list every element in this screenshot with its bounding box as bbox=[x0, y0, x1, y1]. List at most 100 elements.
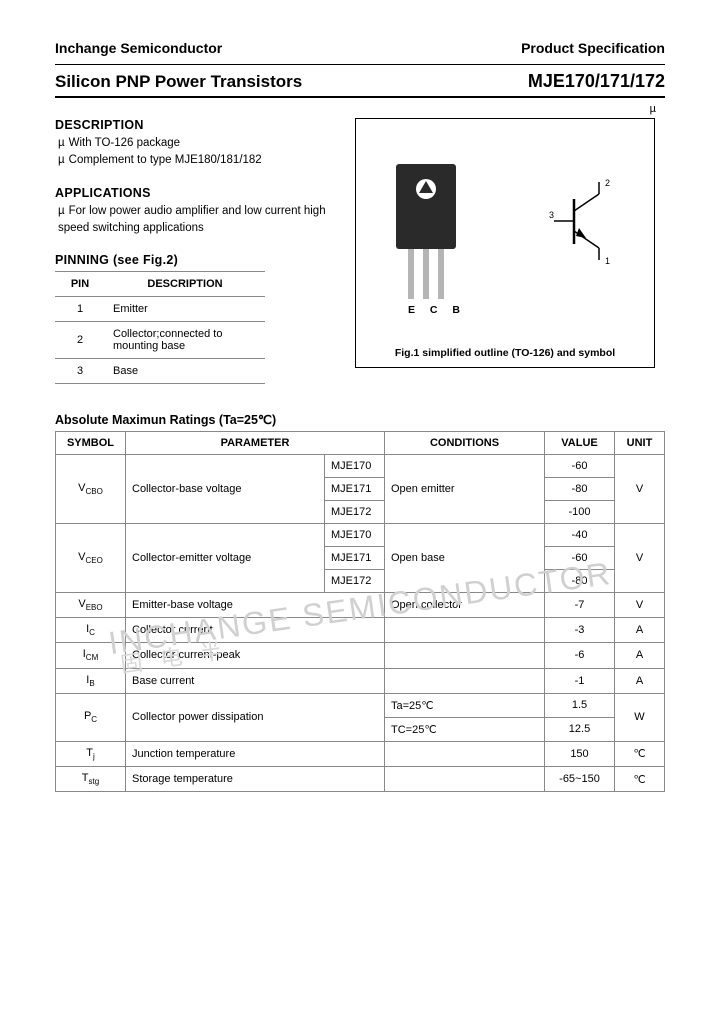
col-parameter: PARAMETER bbox=[126, 432, 385, 455]
sub-part: MJE171 bbox=[325, 478, 385, 501]
param-ib: Base current bbox=[126, 668, 385, 693]
cond-vcbo: Open emitter bbox=[385, 455, 545, 524]
desc-text-1: With TO-126 package bbox=[69, 137, 180, 149]
header-row: Inchange Semiconductor Product Specifica… bbox=[55, 40, 665, 56]
pin-num: 1 bbox=[55, 297, 105, 322]
table-row: VCBO Collector-base voltage MJE170 Open … bbox=[56, 455, 665, 478]
val: -7 bbox=[545, 593, 615, 618]
applications-heading: APPLICATIONS bbox=[55, 186, 335, 200]
app-line: µFor low power audio amplifier and low c… bbox=[58, 203, 335, 238]
val: -80 bbox=[545, 478, 615, 501]
sub-part: MJE171 bbox=[325, 547, 385, 570]
ecb-label: E C B bbox=[408, 304, 466, 316]
sym-pc: PC bbox=[56, 693, 126, 741]
pin-num: 2 bbox=[55, 322, 105, 359]
sub-part: MJE170 bbox=[325, 455, 385, 478]
unit-vebo: V bbox=[615, 593, 665, 618]
val: -6 bbox=[545, 643, 615, 668]
pin-desc: Collector;connected to mounting base bbox=[105, 322, 265, 359]
col-conditions: CONDITIONS bbox=[385, 432, 545, 455]
svg-text:3: 3 bbox=[549, 210, 554, 220]
table-row: SYMBOL PARAMETER CONDITIONS VALUE UNIT bbox=[56, 432, 665, 455]
part-number: MJE170/171/172 bbox=[528, 71, 665, 92]
pinning-heading: PINNING (see Fig.2) bbox=[55, 253, 335, 267]
divider-thick bbox=[55, 96, 665, 98]
param-tstg: Storage temperature bbox=[126, 766, 385, 791]
table-row: IB Base current -1 A bbox=[56, 668, 665, 693]
unit-tstg: ℃ bbox=[615, 766, 665, 791]
cond-ib bbox=[385, 668, 545, 693]
ratings-table: SYMBOL PARAMETER CONDITIONS VALUE UNIT V… bbox=[55, 431, 665, 792]
desc-col-header: DESCRIPTION bbox=[105, 272, 265, 297]
col-symbol: SYMBOL bbox=[56, 432, 126, 455]
corner-mark: µ bbox=[650, 103, 656, 115]
param-vebo: Emitter-base voltage bbox=[126, 593, 385, 618]
package-outline-icon bbox=[386, 159, 476, 304]
unit-tj: ℃ bbox=[615, 741, 665, 766]
svg-text:2: 2 bbox=[605, 178, 610, 188]
param-pc: Collector power dissipation bbox=[126, 693, 385, 741]
val: -1 bbox=[545, 668, 615, 693]
unit-ic: A bbox=[615, 618, 665, 643]
param-vcbo: Collector-base voltage bbox=[126, 455, 325, 524]
pinning-table: PIN DESCRIPTION 1 Emitter 2 Collector;co… bbox=[55, 271, 265, 384]
cond-pc1: Ta=25℃ bbox=[385, 693, 545, 717]
unit-pc: W bbox=[615, 693, 665, 741]
val: 12.5 bbox=[545, 717, 615, 741]
table-row: 1 Emitter bbox=[55, 297, 265, 322]
desc-line-2: µComplement to type MJE180/181/182 bbox=[58, 152, 335, 169]
table-row: VEBO Emitter-base voltage Open collector… bbox=[56, 593, 665, 618]
unit-icm: A bbox=[615, 643, 665, 668]
figure-box: µ E C B 2 3 1 Fig.1 bbox=[355, 118, 655, 368]
val: -60 bbox=[545, 547, 615, 570]
sub-part: MJE170 bbox=[325, 524, 385, 547]
sym-vebo: VEBO bbox=[56, 593, 126, 618]
sub-part: MJE172 bbox=[325, 501, 385, 524]
param-ic: Collector current bbox=[126, 618, 385, 643]
table-row: ICM Collector current-peak -6 A bbox=[56, 643, 665, 668]
val: -65~150 bbox=[545, 766, 615, 791]
sym-tj: Tj bbox=[56, 741, 126, 766]
divider-thin bbox=[55, 64, 665, 65]
unit-ib: A bbox=[615, 668, 665, 693]
cond-pc2: TC=25℃ bbox=[385, 717, 545, 741]
doc-title: Silicon PNP Power Transistors bbox=[55, 72, 302, 92]
sym-tstg: Tstg bbox=[56, 766, 126, 791]
val: -80 bbox=[545, 570, 615, 593]
table-row: IC Collector current -3 A bbox=[56, 618, 665, 643]
val: -60 bbox=[545, 455, 615, 478]
pin-desc: Emitter bbox=[105, 297, 265, 322]
right-column: µ E C B 2 3 1 Fig.1 bbox=[355, 118, 665, 384]
transistor-symbol-icon: 2 3 1 bbox=[549, 174, 629, 274]
cond-ic bbox=[385, 618, 545, 643]
desc-text-2: Complement to type MJE180/181/182 bbox=[69, 154, 262, 166]
sym-vceo: VCEO bbox=[56, 524, 126, 593]
spec-label: Product Specification bbox=[521, 40, 665, 56]
sub-part: MJE172 bbox=[325, 570, 385, 593]
top-content: DESCRIPTION µWith TO-126 package µComple… bbox=[55, 118, 665, 384]
ratings-heading: Absolute Maximun Ratings (Ta=25℃) bbox=[55, 412, 665, 427]
table-row: PIN DESCRIPTION bbox=[55, 272, 265, 297]
col-value: VALUE bbox=[545, 432, 615, 455]
desc-line-1: µWith TO-126 package bbox=[58, 135, 335, 152]
unit-vceo: V bbox=[615, 524, 665, 593]
pin-num: 3 bbox=[55, 359, 105, 384]
param-vceo: Collector-emitter voltage bbox=[126, 524, 325, 593]
table-row: 2 Collector;connected to mounting base bbox=[55, 322, 265, 359]
val: 1.5 bbox=[545, 693, 615, 717]
table-row: Tstg Storage temperature -65~150 ℃ bbox=[56, 766, 665, 791]
val: -3 bbox=[545, 618, 615, 643]
company-name: Inchange Semiconductor bbox=[55, 40, 222, 56]
description-heading: DESCRIPTION bbox=[55, 118, 335, 132]
sym-ic: IC bbox=[56, 618, 126, 643]
app-text: For low power audio amplifier and low cu… bbox=[58, 205, 326, 234]
cond-tstg bbox=[385, 766, 545, 791]
sym-vcbo: VCBO bbox=[56, 455, 126, 524]
unit-vcbo: V bbox=[615, 455, 665, 524]
param-tj: Junction temperature bbox=[126, 741, 385, 766]
pin-desc: Base bbox=[105, 359, 265, 384]
val: 150 bbox=[545, 741, 615, 766]
figure-caption: Fig.1 simplified outline (TO-126) and sy… bbox=[356, 347, 654, 359]
sym-icm: ICM bbox=[56, 643, 126, 668]
col-unit: UNIT bbox=[615, 432, 665, 455]
